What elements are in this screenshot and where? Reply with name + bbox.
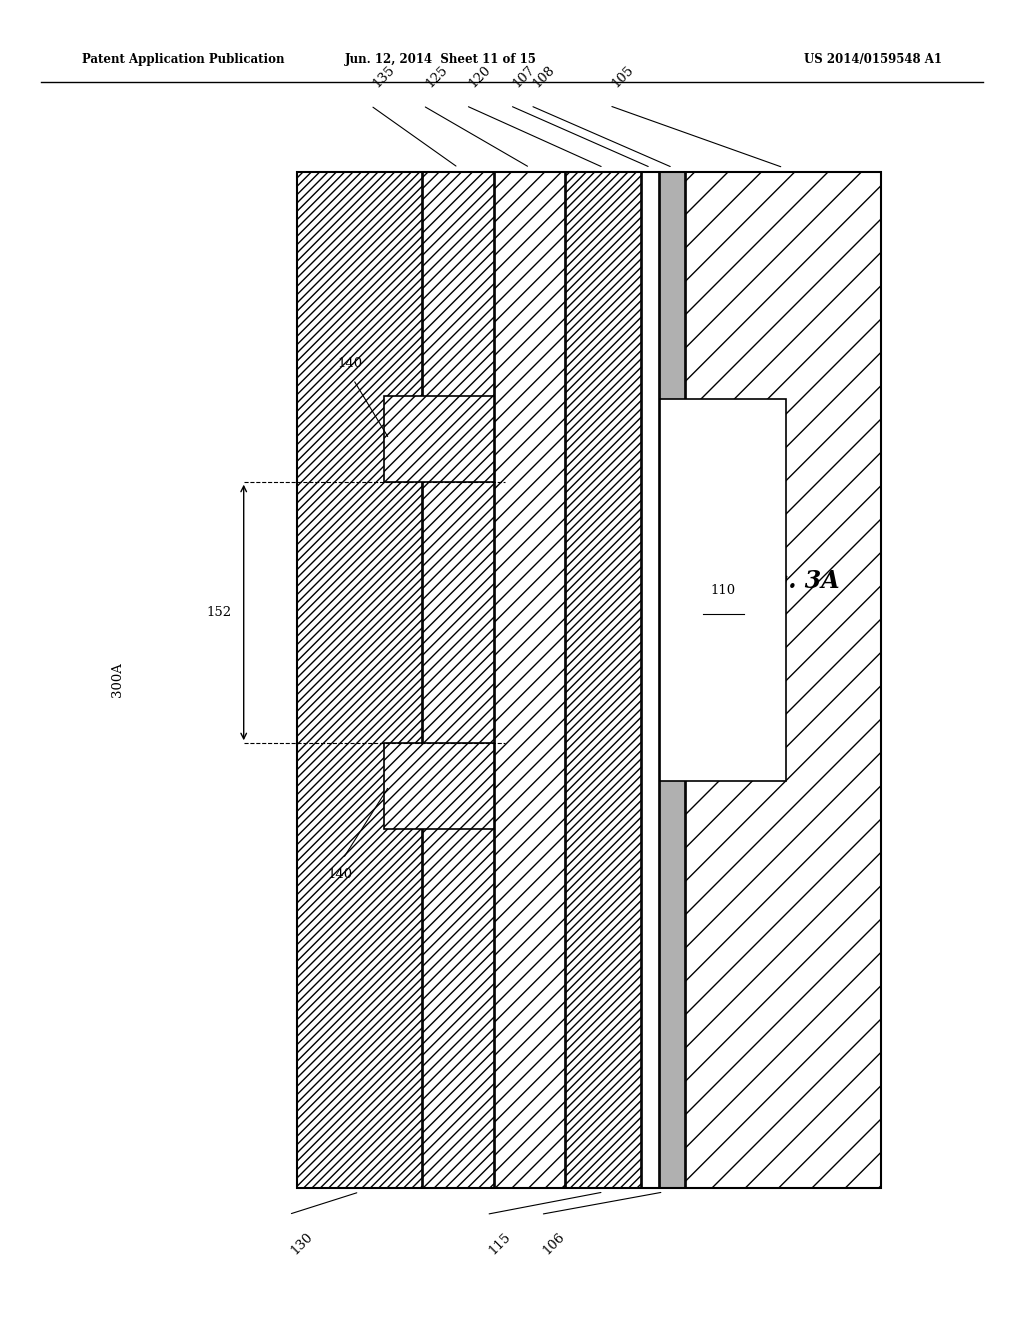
Text: 106: 106 [541,1230,567,1257]
Text: Patent Application Publication: Patent Application Publication [82,53,285,66]
Bar [297,172,881,1188]
Bar [384,743,494,829]
Bar [384,396,494,482]
Text: 110: 110 [711,583,736,597]
Text: US 2014/0159548 A1: US 2014/0159548 A1 [804,53,942,66]
Bar [495,172,565,1188]
Text: 125: 125 [423,63,450,90]
Bar [423,172,494,1188]
Text: 130: 130 [289,1230,315,1257]
Text: 140: 140 [328,869,352,880]
Bar [566,172,641,1188]
Bar [660,172,685,1188]
Text: 152: 152 [206,606,231,619]
Text: 115: 115 [486,1230,513,1257]
Text: Jun. 12, 2014  Sheet 11 of 15: Jun. 12, 2014 Sheet 11 of 15 [344,53,537,66]
Text: Fig. 3A: Fig. 3A [746,569,841,593]
Text: 135: 135 [371,63,397,90]
Bar [660,399,786,781]
Text: 105: 105 [609,63,636,90]
Text: 107: 107 [510,63,537,90]
Bar [642,172,659,1188]
Text: 140: 140 [338,358,362,370]
Text: 120: 120 [466,63,493,90]
Bar [297,172,422,1188]
Text: 108: 108 [530,63,557,90]
Text: 300A: 300A [112,663,124,697]
Bar [686,172,881,1188]
